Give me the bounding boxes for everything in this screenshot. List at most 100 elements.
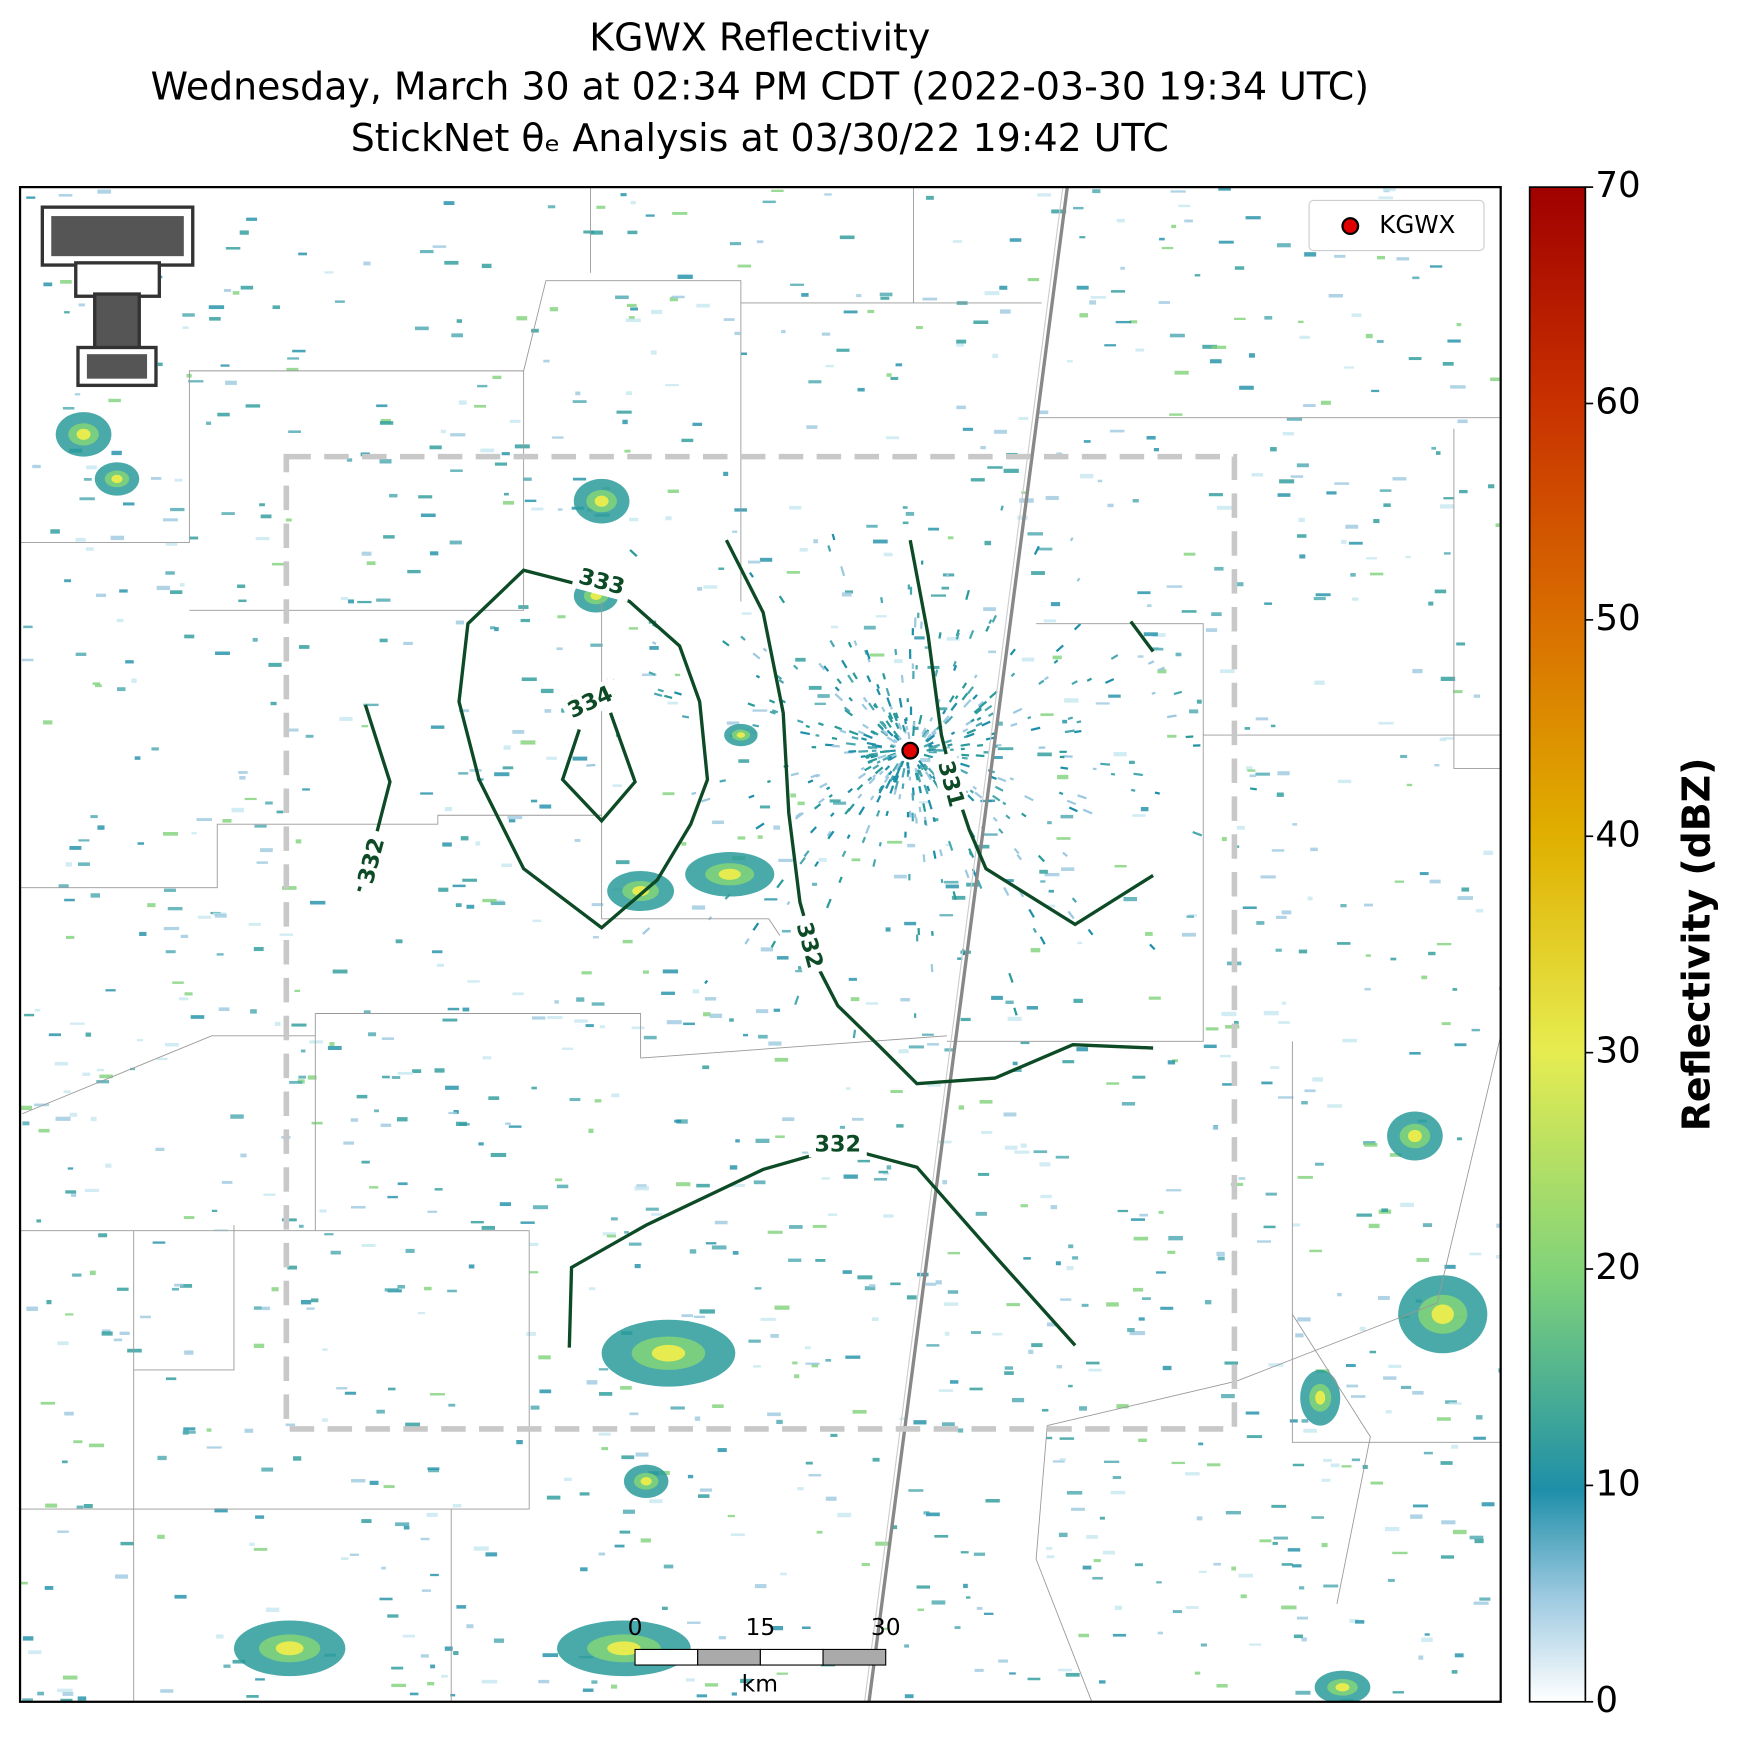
radar-echo <box>1068 1244 1074 1249</box>
radar-echo <box>507 816 523 820</box>
scale-segment <box>759 1648 824 1666</box>
radar-echo <box>983 607 996 612</box>
radar-echo <box>619 1530 631 1534</box>
radar-echo <box>238 771 248 774</box>
radar-echo <box>1133 772 1143 777</box>
radar-echo <box>885 436 900 440</box>
radar-echo <box>930 594 947 597</box>
radar-echo <box>624 449 631 453</box>
radar-echo <box>1216 1684 1228 1688</box>
radar-echo <box>259 503 265 507</box>
radar-echo <box>67 1167 74 1170</box>
radar-echo <box>988 799 996 802</box>
radar-echo <box>907 584 911 590</box>
radar-echo <box>119 589 128 593</box>
radar-echo <box>904 831 907 838</box>
radar-echo <box>552 436 564 439</box>
scale-tick-label: 0 <box>628 1613 643 1641</box>
radar-echo <box>815 773 821 778</box>
radar-echo <box>1303 404 1316 408</box>
radar-echo <box>865 824 871 834</box>
radar-echo <box>1365 557 1378 560</box>
radar-echo <box>770 1333 779 1338</box>
radar-echo <box>984 540 992 546</box>
radar-echo <box>1009 1672 1016 1675</box>
radar-echo <box>246 217 258 221</box>
radar-echo <box>1264 316 1273 320</box>
radar-echo <box>915 665 918 670</box>
radar-echo <box>960 743 971 747</box>
radar-echo <box>991 995 1003 1000</box>
radar-echo <box>1412 668 1423 674</box>
radar-echo <box>1051 209 1067 214</box>
radar-echo <box>1301 1419 1309 1423</box>
radar-echo <box>531 1086 537 1090</box>
radar-echo <box>1312 1077 1323 1082</box>
radar-echo <box>843 706 851 713</box>
radar-echo <box>872 859 877 867</box>
radar-echo <box>294 989 301 993</box>
radar-echo <box>875 615 887 618</box>
radar-echo <box>979 1100 993 1104</box>
radar-echo <box>940 878 944 884</box>
radar-echo <box>1443 552 1451 555</box>
radar-echo <box>282 886 297 890</box>
radar-echo <box>917 1608 925 1612</box>
radar-echo <box>1128 760 1135 765</box>
radar-echo <box>626 303 637 308</box>
radar-echo <box>501 452 510 456</box>
radar-echo <box>853 640 858 646</box>
radar-echo <box>981 1131 993 1134</box>
radar-echo <box>630 200 636 205</box>
radar-echo <box>945 884 959 889</box>
radar-echo <box>1194 274 1201 277</box>
radar-echo <box>448 1403 456 1407</box>
radar-echo <box>802 1151 809 1154</box>
radar-echo <box>1220 669 1235 674</box>
radar-echo <box>1421 1637 1433 1642</box>
radar-echo <box>994 429 1008 434</box>
radar-echo <box>184 634 195 639</box>
radar-echo <box>1299 1586 1305 1590</box>
radar-echo <box>379 459 392 464</box>
radar-echo <box>574 838 581 842</box>
radar-echo <box>1183 552 1196 556</box>
radar-echo <box>1275 948 1282 952</box>
radar-echo <box>754 1584 767 1589</box>
radar-echo <box>1270 724 1276 728</box>
radar-echo <box>379 421 394 425</box>
radar-echo <box>723 318 735 321</box>
radar-echo <box>923 820 927 826</box>
radar-echo <box>950 748 954 751</box>
radar-echo <box>795 812 802 818</box>
radar-echo <box>579 1492 590 1496</box>
radar-echo <box>852 1117 864 1121</box>
radar-echo <box>157 362 163 367</box>
radar-echo <box>310 900 326 905</box>
radar-echo <box>692 989 700 994</box>
radar-echo <box>281 1218 297 1222</box>
radar-echo <box>1456 323 1462 327</box>
radar-echo <box>893 738 898 744</box>
radar-echo <box>878 842 882 847</box>
radar-echo <box>767 1230 783 1234</box>
radar-echo <box>516 1440 523 1445</box>
radar-echo <box>1238 1177 1246 1180</box>
radar-echo <box>900 997 910 1002</box>
radar-echo <box>1205 1299 1212 1305</box>
radar-echo <box>985 1499 1000 1503</box>
radar-echo <box>786 901 791 906</box>
radar-echo <box>1218 240 1234 244</box>
radar-echo <box>1077 794 1087 800</box>
radar-echo <box>866 524 878 528</box>
radar-echo <box>1249 774 1257 778</box>
radar-echo <box>748 794 755 799</box>
radar-echo <box>216 953 224 956</box>
radar-echo <box>324 271 334 274</box>
radar-echo <box>814 702 826 706</box>
radar-echo <box>327 1045 342 1051</box>
radar-echo <box>1027 532 1044 536</box>
radar-echo <box>1295 1333 1304 1338</box>
radar-echo <box>627 230 638 235</box>
radar-echo <box>490 1152 507 1158</box>
